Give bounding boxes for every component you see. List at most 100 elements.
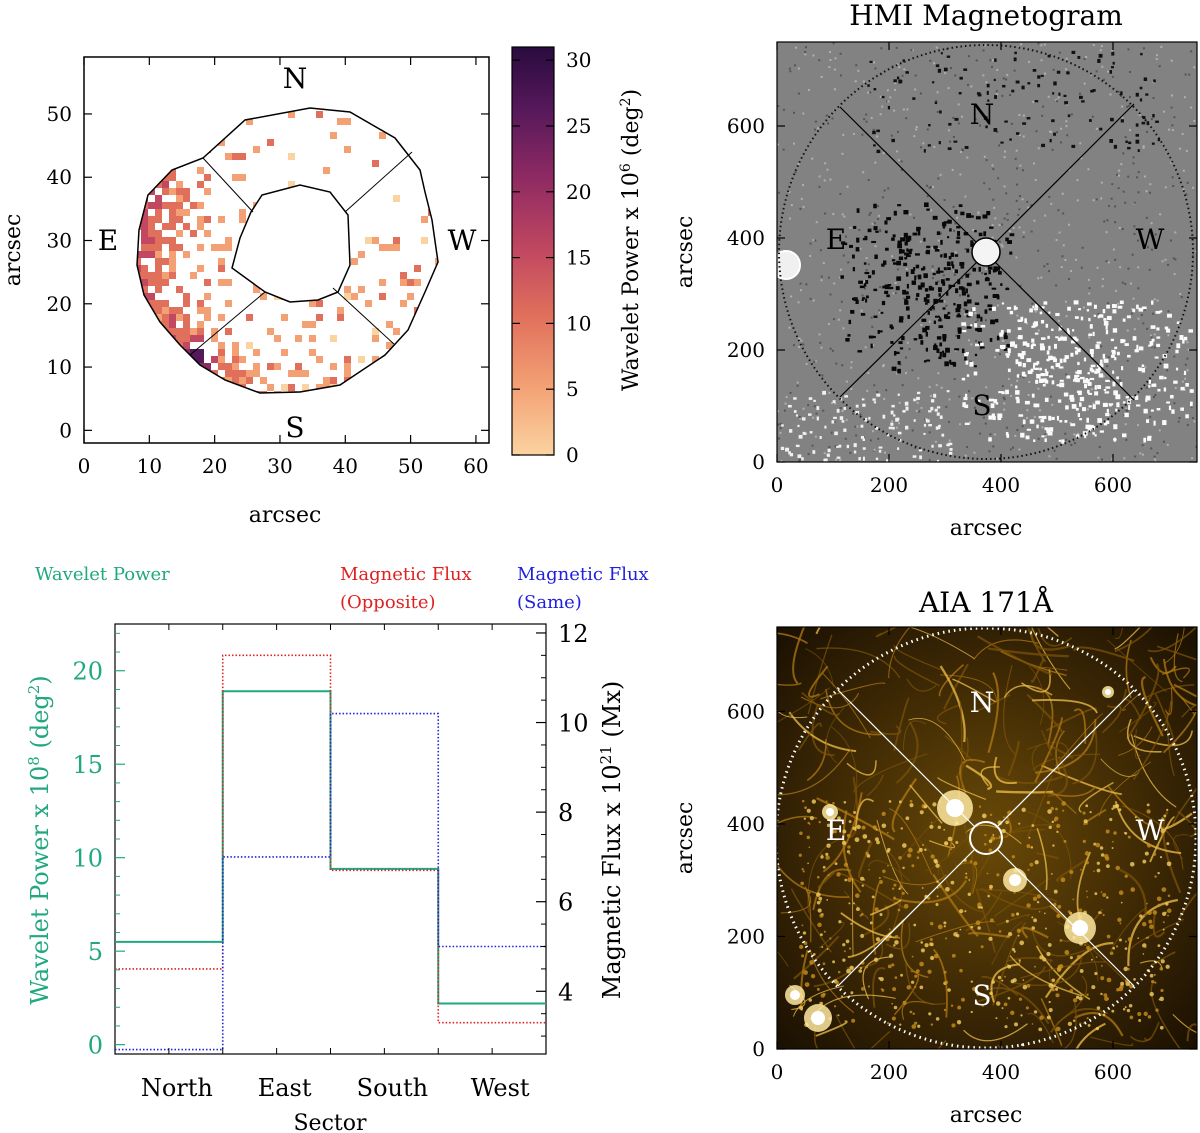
- aia-coronal-loop: [1173, 834, 1189, 860]
- aia-bright-point: [821, 853, 823, 856]
- heatmap-cell: [183, 209, 190, 216]
- hmi-positive-flux: [1151, 300, 1154, 305]
- hmi-positive-flux: [872, 398, 876, 401]
- hmi-negative-flux: [994, 95, 997, 99]
- aia-bright-point: [917, 850, 920, 854]
- aia-bright-point: [1147, 1015, 1152, 1019]
- heatmap-cell: [137, 251, 141, 258]
- hmi-negative-flux: [941, 222, 947, 227]
- hmi-positive-flux: [1018, 414, 1024, 417]
- hmi-positive-flux: [1065, 405, 1069, 410]
- hmi-negative-flux: [966, 248, 970, 253]
- aia-bright-point: [1157, 944, 1161, 948]
- aia-coronal-loop: [937, 777, 987, 800]
- hmi-positive-flux: [1093, 314, 1097, 317]
- hmi-noise: [779, 427, 782, 430]
- aia-bright-point: [1141, 921, 1147, 927]
- hmi-noise: [1019, 164, 1022, 167]
- aia-bright-point: [833, 829, 837, 834]
- hmi-positive-flux: [1156, 327, 1160, 331]
- hmi-noise: [876, 218, 879, 221]
- hmi-noise: [1114, 289, 1117, 292]
- hmi-noise: [1121, 281, 1124, 284]
- hmi-noise: [826, 168, 829, 171]
- aia-coronal-loop: [835, 1014, 856, 1049]
- hmi-negative-flux: [917, 231, 921, 236]
- hmi-negative-flux: [897, 243, 903, 249]
- hmi-negative-flux: [870, 343, 873, 349]
- hmi-positive-flux: [1044, 368, 1047, 372]
- hmi-negative-flux: [916, 226, 921, 232]
- aia-bright-point: [843, 800, 847, 804]
- heatmap-cell: [155, 195, 162, 202]
- hmi-negative-flux: [898, 248, 902, 254]
- hmi-noise: [1061, 255, 1064, 258]
- hmi-noise: [1188, 73, 1191, 76]
- aia-bright-point: [810, 973, 816, 979]
- hmi-negative-flux: [1015, 80, 1020, 84]
- hmi-noise: [878, 311, 881, 314]
- hmi-positive-flux: [844, 395, 848, 398]
- heatmap-cell: [393, 328, 400, 335]
- aia-coronal-loop: [1028, 665, 1045, 726]
- heatmap-cell: [204, 363, 211, 370]
- hmi-positive-flux: [1087, 389, 1090, 394]
- heatmap-cell: [148, 202, 155, 209]
- hmi-noise: [995, 93, 998, 96]
- heatmap-cell: [302, 384, 309, 391]
- heatmap-cell: [176, 286, 183, 293]
- hmi-positive-flux: [1016, 374, 1020, 378]
- heatmap-cell: [267, 139, 274, 146]
- hmi-positive-flux: [1115, 408, 1118, 412]
- heatmap-cell: [162, 321, 169, 328]
- hmi-positive-flux: [1136, 344, 1139, 350]
- hmi-negative-flux: [995, 266, 1001, 271]
- hmi-negative-flux: [926, 299, 930, 304]
- hmi-noise: [858, 228, 861, 231]
- hmi-noise: [935, 46, 938, 49]
- aia-bright-point: [1157, 903, 1161, 907]
- hmi-negative-flux: [955, 240, 960, 244]
- heatmap-cell: [190, 335, 197, 342]
- hmi-noise: [1150, 336, 1153, 339]
- hmi-noise: [783, 108, 786, 111]
- heatmap-cell: [141, 244, 148, 251]
- hmi-negative-flux: [880, 311, 884, 314]
- heatmap-y-tick-label: 0: [59, 418, 72, 442]
- aia-bright-point: [1155, 1008, 1159, 1012]
- aia-bright-point: [1001, 1007, 1004, 1010]
- hmi-negative-flux: [947, 311, 950, 315]
- hmi-positive-flux: [1049, 427, 1054, 432]
- legend-entry: (Opposite): [340, 592, 436, 613]
- hmi-noise: [1009, 448, 1012, 451]
- hmi-positive-flux: [1096, 341, 1102, 344]
- heatmap-cell: [155, 237, 162, 244]
- hmi-noise: [919, 92, 922, 95]
- hmi-positive-flux: [1015, 396, 1020, 400]
- hmi-noise: [967, 55, 970, 58]
- hmi-positive-flux: [918, 449, 923, 452]
- hmi-noise: [1037, 277, 1040, 280]
- heatmap-cell: [148, 279, 155, 286]
- aia-bright-point: [1129, 984, 1134, 989]
- hmi-negative-flux: [1143, 77, 1148, 81]
- hmi-positive-flux: [1122, 433, 1127, 438]
- aia-bright-point: [1063, 839, 1067, 843]
- hmi-noise: [1140, 313, 1143, 316]
- aia-coronal-loop: [777, 749, 850, 796]
- hmi-positive-flux: [964, 404, 969, 409]
- hmi-positive-flux: [1079, 396, 1085, 402]
- hmi-noise: [1019, 284, 1022, 287]
- hmi-negative-flux: [949, 228, 952, 232]
- hmi-positive-flux: [1166, 313, 1172, 318]
- aia-sector-label-n: N: [970, 686, 995, 719]
- heatmap-cell: [330, 363, 337, 370]
- hmi-noise: [884, 451, 887, 454]
- hmi-positive-flux: [1092, 331, 1095, 337]
- hmi-noise: [951, 168, 954, 171]
- hmi-positive-flux: [1087, 381, 1092, 386]
- heatmap-cell: [190, 202, 197, 209]
- hmi-positive-flux: [1054, 343, 1057, 349]
- aia-coronal-loop: [1162, 693, 1197, 754]
- hmi-sector-line-se: [994, 261, 1135, 401]
